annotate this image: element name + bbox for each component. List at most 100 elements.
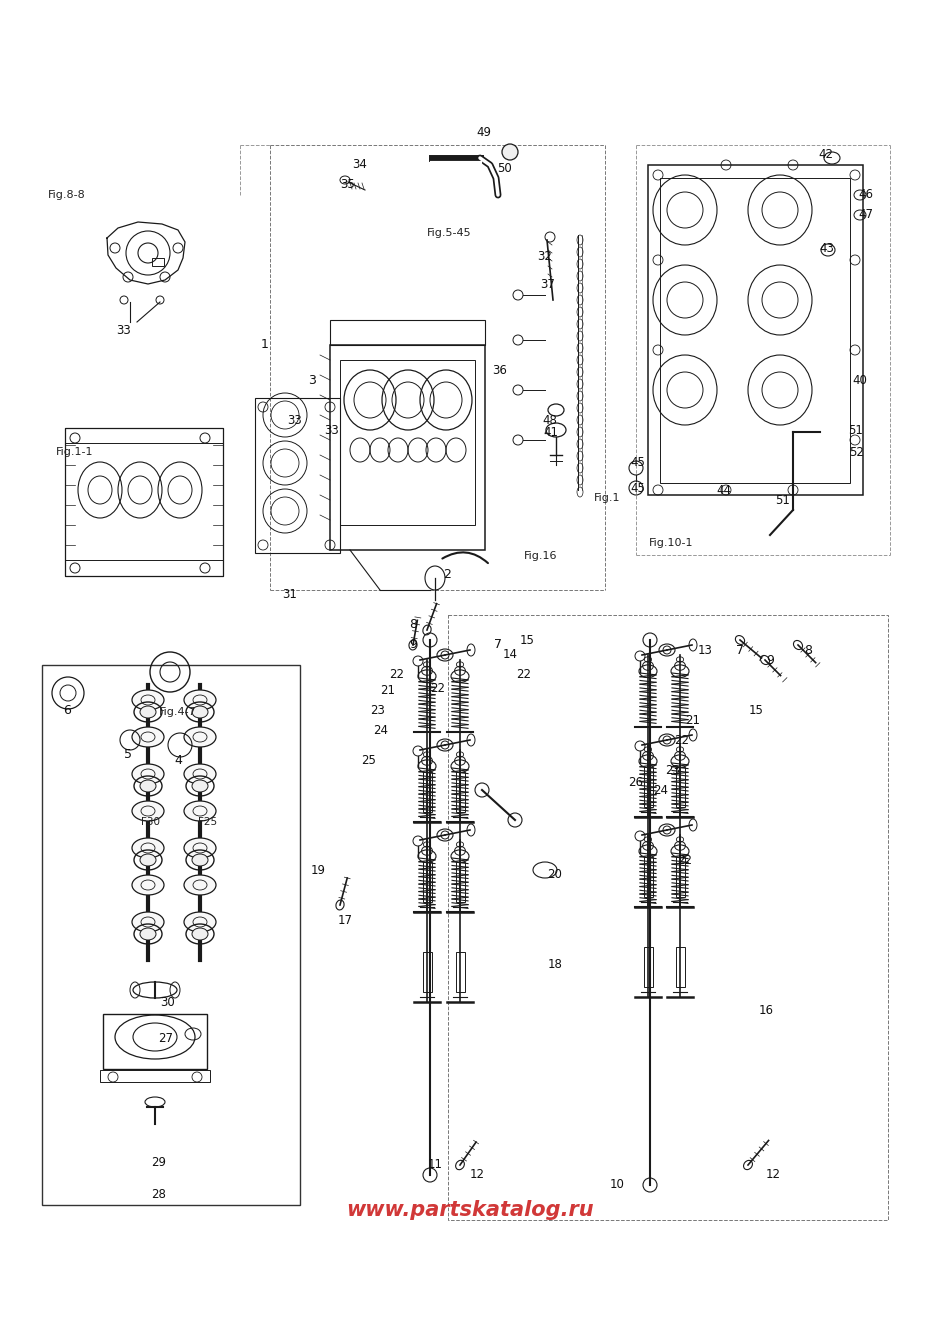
Text: 45: 45 [631, 481, 646, 494]
Text: 32: 32 [538, 249, 553, 262]
Bar [330, 344, 485, 550]
Text: 11: 11 [428, 1158, 443, 1171]
Ellipse shape [184, 802, 216, 822]
Ellipse shape [184, 912, 216, 931]
Text: 22: 22 [675, 734, 690, 746]
Ellipse shape [184, 765, 216, 784]
Ellipse shape [184, 837, 216, 859]
Ellipse shape [140, 927, 156, 939]
Text: 50: 50 [496, 162, 511, 175]
Text: Fig.4-7: Fig.4-7 [159, 708, 196, 717]
Text: 44: 44 [716, 484, 731, 497]
Text: 45: 45 [631, 456, 646, 469]
Ellipse shape [140, 706, 156, 718]
Bar [456, 772, 464, 812]
Text: 27: 27 [159, 1031, 174, 1044]
Text: 26: 26 [629, 776, 644, 790]
Text: 19: 19 [310, 864, 325, 877]
Text: 41: 41 [543, 425, 558, 439]
Text: 47: 47 [858, 208, 873, 221]
Text: Fig.10-1: Fig.10-1 [649, 538, 694, 549]
Text: F30: F30 [140, 818, 160, 827]
Ellipse shape [192, 706, 208, 718]
Bar [422, 863, 431, 902]
Text: 33: 33 [324, 424, 339, 436]
Bar [644, 947, 652, 987]
Bar [103, 1014, 207, 1069]
Text: 21: 21 [381, 684, 396, 697]
Ellipse shape [140, 780, 156, 792]
Bar [65, 428, 223, 576]
Text: 43: 43 [820, 241, 835, 254]
Text: 5: 5 [124, 749, 132, 762]
Bar [676, 947, 684, 987]
Bar [676, 857, 684, 897]
Ellipse shape [184, 874, 216, 894]
Text: 23: 23 [370, 704, 385, 717]
Text: 40: 40 [853, 374, 868, 387]
Bar [648, 166, 863, 496]
Text: Fig.1-1: Fig.1-1 [56, 447, 94, 457]
Text: Fig.1: Fig.1 [594, 493, 620, 504]
Ellipse shape [132, 765, 164, 784]
Ellipse shape [132, 727, 164, 747]
Text: 24: 24 [373, 723, 388, 737]
Bar [422, 772, 431, 812]
Text: 7: 7 [494, 639, 502, 652]
Text: 52: 52 [850, 445, 865, 458]
Text: www.partskatalog.ru: www.partskatalog.ru [346, 1200, 594, 1220]
Text: 18: 18 [548, 958, 562, 971]
Bar [152, 258, 164, 266]
Text: Fig.8-8: Fig.8-8 [48, 189, 86, 200]
Text: 1: 1 [261, 338, 269, 351]
Text: 22: 22 [431, 681, 446, 694]
Bar [448, 615, 888, 1220]
Ellipse shape [140, 855, 156, 867]
Text: 16: 16 [759, 1003, 774, 1016]
Text: F25: F25 [198, 818, 217, 827]
Text: 49: 49 [477, 126, 492, 139]
Bar [644, 767, 652, 807]
Text: 15: 15 [748, 704, 763, 717]
Text: 10: 10 [609, 1178, 624, 1191]
Text: 46: 46 [858, 188, 873, 201]
Ellipse shape [132, 690, 164, 710]
Bar [340, 360, 475, 525]
Text: 51: 51 [849, 424, 864, 436]
Text: 6: 6 [63, 704, 70, 717]
Text: 33: 33 [288, 413, 303, 427]
Text: 4: 4 [174, 754, 182, 766]
Text: 13: 13 [697, 644, 713, 656]
Text: 21: 21 [685, 713, 700, 726]
Text: 33: 33 [117, 323, 132, 337]
Bar [330, 321, 485, 344]
Ellipse shape [184, 690, 216, 710]
Text: 37: 37 [540, 278, 556, 292]
Text: 42: 42 [819, 148, 834, 162]
Text: 17: 17 [337, 913, 352, 926]
Text: 15: 15 [520, 633, 535, 647]
Bar [456, 863, 464, 902]
Bar [660, 178, 850, 484]
Text: 34: 34 [352, 159, 368, 171]
Text: 8: 8 [804, 644, 812, 656]
Text: 12: 12 [765, 1169, 780, 1182]
Text: 30: 30 [161, 995, 176, 1008]
Text: 12: 12 [469, 1169, 484, 1182]
Text: 14: 14 [503, 648, 518, 661]
Text: 9: 9 [766, 653, 774, 666]
Bar [100, 1071, 210, 1083]
Ellipse shape [192, 780, 208, 792]
Text: 28: 28 [151, 1189, 166, 1202]
Text: 22: 22 [516, 669, 531, 681]
Bar [456, 951, 464, 992]
Ellipse shape [192, 927, 208, 939]
Bar [42, 665, 300, 1204]
Text: 51: 51 [776, 493, 791, 506]
Text: Fig.16: Fig.16 [525, 551, 557, 560]
Ellipse shape [192, 855, 208, 867]
Text: 48: 48 [542, 413, 557, 427]
Text: Fig.5-45: Fig.5-45 [427, 228, 471, 238]
Bar [255, 398, 340, 553]
Bar [676, 767, 684, 807]
